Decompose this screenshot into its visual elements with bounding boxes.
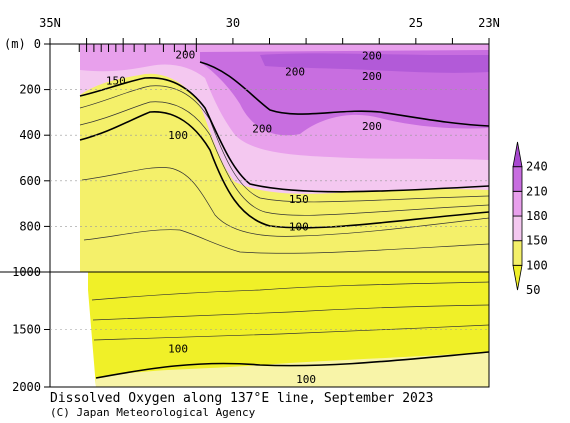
colorbar: 240 210 180 150 100 50 [512,141,548,297]
contour-label: 200 [175,48,195,61]
missing-data-region [50,44,80,274]
y-tick-label: 1000 [12,265,41,279]
colorbar-label: 180 [526,209,548,223]
colorbar-swatch [512,166,523,192]
contour-label: 150 [106,74,126,87]
y-tick-label: 200 [19,83,41,97]
contour-label: 200 [252,122,272,135]
chart-title: Dissolved Oxygen along 137°E line, Septe… [50,391,434,406]
contour-lines [79,85,489,341]
colorbar-label: 100 [526,258,548,272]
y-tick-label: 600 [19,174,41,188]
contour-labels: 200 200 200 200 150 200 200 100 150 100 100 100 [106,48,382,386]
contour-label: 200 [362,70,382,83]
colorbar-swatch [512,215,523,242]
contour-label: 200 [285,65,305,78]
colorbar-label: 210 [526,184,548,198]
band-above-240 [260,53,489,73]
contour-200 [199,61,489,127]
colorbar-swatch [512,264,523,291]
contour-label: 100 [289,220,309,233]
colorbar-swatch [512,190,523,217]
major-contour-lines [79,61,489,379]
contour-100-lower [95,351,489,379]
contour-label: 200 [362,49,382,62]
colorbar-label: 240 [526,160,548,174]
contour-line [81,167,489,237]
missing-data-deep [50,272,96,387]
y-tick-label: 2000 [12,380,41,394]
x-axis: 35N 30 25 23N [39,16,500,52]
colorbar-swatch [512,240,523,266]
contour-line [79,85,489,203]
credit-text: (C) Japan Meteorological Agency [50,406,256,419]
x-tick-label: 35N [39,16,61,30]
colorbar-swatch [512,141,523,168]
y-unit-label: (m) [4,37,26,51]
contour-label: 100 [296,373,316,386]
contour-label: 200 [362,120,382,133]
colorbar-label: 50 [526,283,540,297]
x-tick-label: 30 [226,16,240,30]
y-tick-label: 800 [19,219,41,233]
contour-150-upper [79,77,489,193]
contour-label: 100 [168,342,188,355]
contour-line [83,229,489,254]
contour-line [79,101,489,216]
x-tick-label: 25 [409,16,423,30]
contour-label: 150 [289,193,309,206]
plot-area [50,44,489,387]
colorbar-label: 150 [526,234,548,248]
contour-line [93,324,489,341]
contour-label: 100 [168,129,188,142]
y-tick-label: 400 [19,128,41,142]
y-tick-label: 1500 [12,323,41,337]
y-tick-label: 0 [34,37,41,51]
y-gridlines [50,89,489,330]
contour-line [92,304,489,321]
contour-line [91,281,489,301]
y-axis: 0 200 400 600 800 1000 1500 2000 [12,37,50,394]
contour-100-upper [79,111,489,229]
x-tick-label: 23N [478,16,500,30]
